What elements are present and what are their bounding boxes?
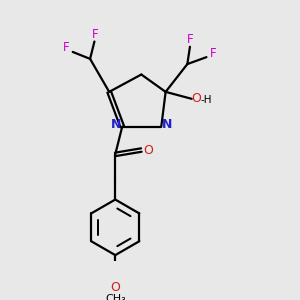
Text: N: N — [111, 118, 121, 131]
Text: F: F — [210, 47, 217, 60]
Text: F: F — [187, 33, 193, 46]
Text: O: O — [191, 92, 201, 105]
Text: N: N — [162, 118, 172, 131]
Text: O: O — [110, 281, 120, 294]
Text: F: F — [92, 28, 99, 41]
Text: O: O — [143, 143, 153, 157]
Text: CH₃: CH₃ — [105, 293, 126, 300]
Text: -H: -H — [201, 95, 212, 105]
Text: F: F — [63, 41, 70, 54]
